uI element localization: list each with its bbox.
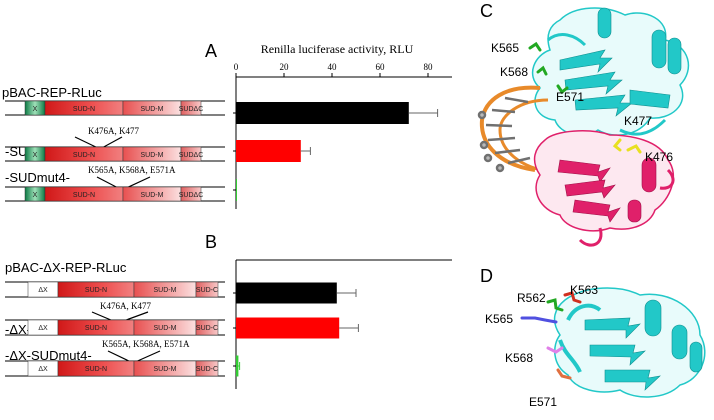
residue-label-k568: K568: [505, 351, 533, 365]
residue-label-k477: K477: [624, 114, 652, 128]
sud-c-domain: [195, 360, 219, 377]
construct-label: pBAC-REP-RLuc: [2, 85, 102, 100]
construct-dx-mut2: -ΔX-SUDmut2- K476A, K477 ΔX SUD-N SUD-M …: [5, 301, 225, 337]
mutation-label: K565A, K568A, E571A: [102, 339, 190, 349]
bar: [236, 102, 409, 124]
sud-n-label: SUD-N: [85, 287, 107, 294]
structure-d: R562 K563 K565 K568 E571: [485, 283, 706, 409]
dx-domain-label: ΔX: [38, 366, 48, 373]
x-domain-label: X: [33, 192, 38, 199]
sud-n-ribbon: [533, 130, 675, 247]
sud-n-label: SUD-N: [85, 325, 107, 332]
mutation-label: K476A, K477: [88, 126, 139, 136]
sud-m-label: SUD-M: [154, 325, 177, 332]
bar-chart-a: 0 20 40 60 80: [233, 62, 452, 209]
panel-letter-d: D: [480, 266, 493, 286]
construct-mut4: -SUDmut4- K565A, K568A, E571A X SUD-N SU…: [5, 165, 225, 202]
construct-label: pBAC-ΔX-REP-RLuc: [5, 260, 127, 275]
sud-c-label: SUD-C: [196, 325, 218, 332]
sud-c-domain: [180, 100, 202, 116]
bar: [236, 355, 239, 377]
mutation-label: K565A, K568A, E571A: [88, 165, 176, 175]
sud-m-label: SUD-M: [141, 152, 164, 159]
dx-domain-label: ΔX: [38, 325, 48, 332]
sud-c-domain: [180, 146, 202, 162]
sud-m-label: SUD-M: [154, 366, 177, 373]
mutation-label: K476A, K477: [100, 301, 151, 311]
sud-c-domain: [195, 281, 219, 298]
residue-label-k476: K476: [645, 150, 673, 164]
sud-n-label: SUD-N: [73, 152, 95, 159]
sud-m-label: SUD-M: [141, 192, 164, 199]
panel-letter-a: A: [205, 41, 217, 61]
bar: [236, 140, 301, 162]
construct-dx-mut4: -ΔX-SUDmut4- K565A, K568A, E571A ΔX SUD-…: [5, 339, 225, 377]
residue-sticks-d: [520, 291, 582, 380]
sud-c-label: SUD-C: [196, 366, 218, 373]
rna-helix: [477, 85, 553, 174]
panel-letter-b: B: [205, 232, 217, 252]
sud-n-label: SUD-N: [73, 106, 95, 113]
sud-c-domain: [180, 186, 202, 202]
residue-sticks: [528, 41, 642, 154]
sud-m-label: SUD-M: [154, 287, 177, 294]
construct-label: -ΔX-SUDmut4-: [5, 348, 92, 363]
x-tick-label: 20: [280, 62, 290, 72]
x-tick-label: 40: [328, 62, 338, 72]
residue-label-k568: K568: [500, 65, 528, 79]
structure-c: K565 K568 E571 K477 K476: [477, 7, 690, 247]
axis-title: Renilla luciferase activity, RLU: [261, 42, 414, 56]
panel-letter-c: C: [480, 1, 493, 21]
sud-n-label: SUD-N: [73, 192, 95, 199]
bar: [236, 179, 237, 201]
sud-n-label: SUD-N: [85, 366, 107, 373]
residue-label-e571: E571: [529, 395, 557, 409]
construct-mut2: -SUDmut2- K476A, K477 X SUD-N SUD-M SUDΔ…: [5, 126, 225, 162]
bar: [236, 282, 337, 304]
construct-wt: pBAC-REP-RLuc X SUD-N SUD-M SUDΔC: [2, 85, 225, 116]
residue-label-k565: K565: [485, 312, 513, 326]
x-tick-label: 0: [234, 62, 239, 72]
bar: [236, 317, 340, 339]
sud-m-label: SUD-M: [141, 106, 164, 113]
sud-m-ribbon: [531, 7, 690, 136]
residue-label-k565: K565: [491, 41, 519, 55]
bar-chart-b: [233, 259, 452, 389]
x-domain-label: X: [33, 152, 38, 159]
sud-c-domain: [195, 319, 219, 336]
construct-dx-wt: pBAC-ΔX-REP-RLuc ΔX SUD-N SUD-M SUD-C: [5, 260, 225, 298]
dx-domain-label: ΔX: [38, 287, 48, 294]
sud-c-label: SUD-C: [196, 287, 218, 294]
x-domain-label: X: [33, 106, 38, 113]
sud-c-label: SUDΔC: [179, 106, 204, 113]
sud-c-label: SUDΔC: [179, 152, 204, 159]
sud-c-label: SUDΔC: [179, 192, 204, 199]
residue-label-e571: E571: [556, 90, 584, 104]
residue-label-k563: K563: [570, 283, 598, 297]
x-tick-label: 60: [376, 62, 386, 72]
construct-label: -SUDmut4-: [5, 170, 70, 185]
residue-label-r562: R562: [517, 291, 546, 305]
x-tick-label: 80: [424, 62, 434, 72]
sud-m-ribbon-d: [553, 287, 706, 398]
